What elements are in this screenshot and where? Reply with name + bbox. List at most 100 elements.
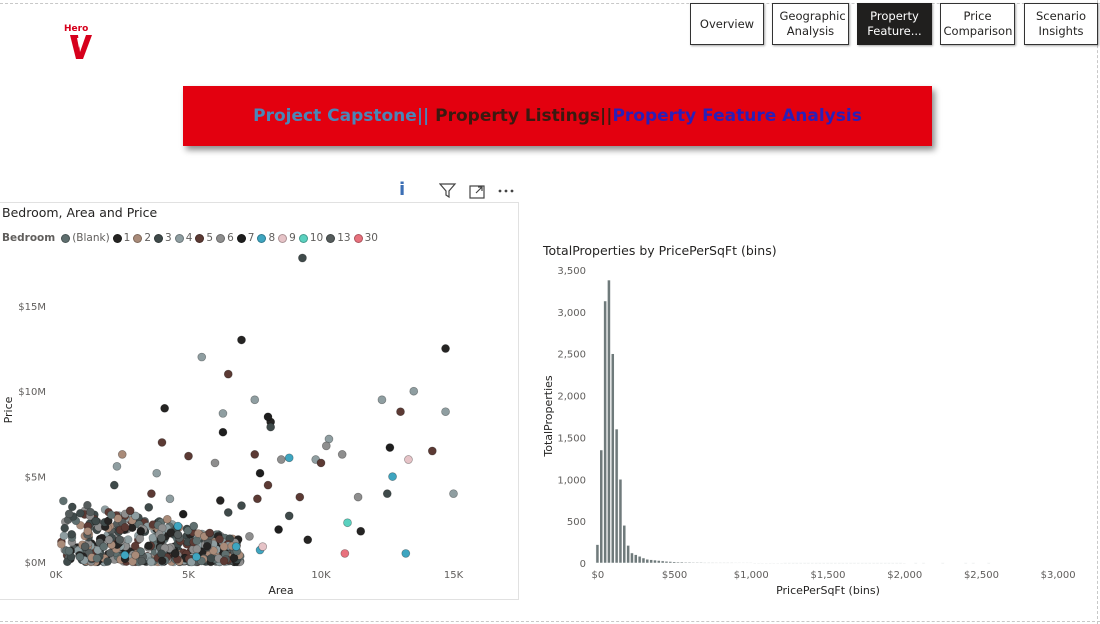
histogram-bar	[898, 562, 903, 564]
scatter-point	[266, 422, 275, 432]
legend-label: 30	[364, 232, 378, 244]
legend-item[interactable]: (Blank)	[61, 232, 110, 244]
scatter-point	[192, 552, 201, 562]
legend-dot-icon	[236, 233, 246, 243]
banner-part-listings: Property Listings||	[429, 106, 613, 126]
histogram-bar	[887, 562, 891, 564]
x-axis-title: Area	[268, 584, 293, 597]
legend-item[interactable]: 13	[326, 232, 351, 244]
filter-icon[interactable]	[439, 183, 457, 199]
histogram-bar	[749, 562, 753, 564]
scatter-point	[223, 508, 233, 517]
legend-dot-icon	[216, 233, 226, 243]
histogram-bar	[714, 562, 719, 564]
scatter-point	[356, 526, 366, 536]
histogram-bar	[752, 562, 757, 564]
legend-item[interactable]: 4	[174, 232, 192, 244]
histogram-bar	[683, 561, 688, 564]
scatter-point	[144, 541, 153, 551]
legend-item[interactable]: 10	[298, 232, 323, 244]
histogram-bar	[891, 562, 895, 564]
scatter-point	[86, 507, 95, 517]
scatter-point	[401, 549, 411, 558]
legend-item[interactable]: 9	[278, 232, 296, 244]
focus-mode-icon[interactable]	[469, 184, 486, 199]
x-tick-label: $500	[662, 570, 687, 581]
scatter-cluster	[57, 496, 245, 567]
legend-item[interactable]: 7	[236, 232, 254, 244]
more-options-icon[interactable]	[498, 189, 516, 193]
scatter-point	[298, 253, 307, 263]
scatter-point	[125, 506, 135, 516]
scatter-point	[130, 541, 140, 551]
histogram-chart[interactable]: 0 500 1,000 1,500 2,000 2,500 3,000 3,500 $0 $500…	[530, 258, 1085, 600]
legend-item[interactable]: 2	[133, 232, 151, 244]
scatter-point	[340, 549, 350, 558]
scatter-point	[427, 446, 437, 456]
histogram-bar	[871, 562, 876, 564]
nav-button-scenario-insights[interactable]: Scenario Insights	[1024, 3, 1098, 45]
x-tick-label: $1,500	[811, 570, 846, 581]
scatter-point	[131, 511, 140, 521]
scatter-point	[104, 535, 114, 545]
legend-item[interactable]: 6	[216, 232, 234, 244]
legend-item[interactable]: 5	[195, 232, 213, 244]
nav-button-property-feature[interactable]: Property Feature...	[857, 3, 932, 45]
scatter-point	[197, 352, 207, 362]
scatter-point	[263, 412, 273, 422]
nav-button-price-comparison[interactable]: Price Comparison	[940, 3, 1015, 45]
legend-item[interactable]: 1	[112, 232, 130, 244]
histogram-bar	[798, 562, 803, 564]
y-tick-label: $10M	[18, 387, 46, 398]
nav-button-overview[interactable]: Overview	[690, 3, 764, 45]
scatter-point	[337, 450, 347, 459]
scatter-chart[interactable]: $0M $5M $10M $15M 0K 5K 10K 15K Area Price	[0, 248, 519, 600]
histogram-bar	[634, 554, 638, 564]
histogram-bar	[818, 562, 822, 564]
histogram-bar	[611, 353, 615, 564]
scatter-point	[205, 528, 215, 538]
histogram-bar	[940, 562, 945, 564]
histogram-bar	[649, 559, 653, 564]
histogram-bar	[622, 525, 627, 564]
histogram-bar	[641, 557, 646, 564]
histogram-bar	[603, 300, 607, 564]
scatter-point	[83, 500, 92, 510]
scatter-point	[147, 489, 156, 499]
x-tick-label: 15K	[444, 570, 464, 581]
histogram-bar	[791, 562, 795, 564]
nav-button-label: Price Comparison	[943, 9, 1013, 38]
scatter-point	[152, 468, 162, 478]
page-frame-bottom	[0, 621, 1100, 622]
histogram-bar	[833, 562, 838, 564]
histogram-bar	[860, 562, 864, 564]
legend-label: 13	[337, 232, 351, 244]
legend-dot-icon	[326, 233, 336, 243]
scatter-point	[136, 526, 146, 536]
banner-part-project: Project Capstone||	[253, 106, 430, 126]
y-tick-label: 500	[567, 517, 586, 528]
legend-dot-icon	[112, 233, 122, 243]
legend-item[interactable]: 8	[257, 232, 275, 244]
scatter-point	[92, 554, 102, 563]
scatter-point	[99, 542, 109, 551]
scatter-point	[59, 531, 69, 541]
histogram-bar	[856, 562, 861, 564]
legend-item[interactable]: 3	[154, 232, 172, 244]
nav-button-geographic-analysis[interactable]: Geographic Analysis	[772, 3, 849, 45]
scatter-point	[157, 533, 166, 543]
x-tick-label: 0K	[50, 570, 63, 581]
histogram-bar	[783, 562, 788, 564]
nav-button-label: Geographic Analysis	[779, 9, 846, 38]
scatter-point	[255, 468, 265, 478]
y-tick-label: 3,000	[557, 308, 586, 319]
scatter-point	[258, 542, 268, 551]
histogram-bar	[695, 562, 699, 564]
info-icon[interactable]: i	[399, 179, 406, 200]
legend-item[interactable]: 30	[353, 232, 378, 244]
histogram-bar	[787, 562, 792, 564]
x-tick-label: 10K	[311, 570, 331, 581]
scatter-point	[441, 344, 450, 353]
histogram-bar	[802, 562, 807, 564]
legend-label: (Blank)	[72, 232, 110, 244]
